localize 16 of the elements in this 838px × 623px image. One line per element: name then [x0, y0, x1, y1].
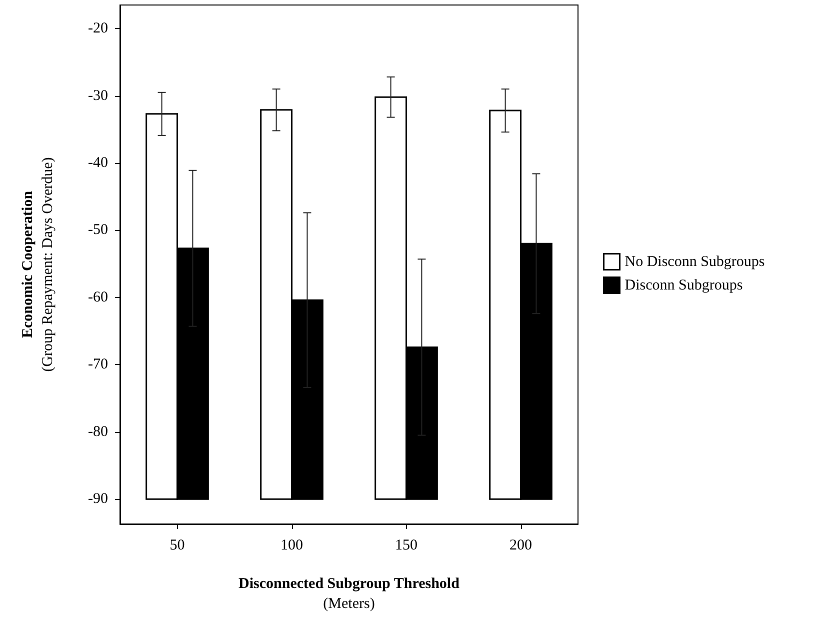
y-tick-label: -60 [88, 289, 108, 306]
legend-label: No Disconn Subgroups [624, 254, 765, 270]
legend-label: Disconn Subgroups [624, 277, 743, 294]
y-tick-label: -80 [88, 424, 108, 440]
y-tick-label: -30 [88, 88, 108, 104]
y-tick-label: -20 [88, 20, 108, 37]
x-tick-label: 100 [280, 538, 303, 554]
x-tick-label: 200 [510, 538, 532, 554]
y-tick-label: -70 [88, 356, 108, 373]
y-tick-label: -40 [88, 154, 108, 171]
y-tick-label: -50 [88, 222, 108, 238]
x-tick-label: 150 [395, 538, 418, 554]
x-axis-title: Disconnected Subgroup Threshold (Meters) [238, 576, 460, 612]
y-tick-label: -90 [88, 491, 108, 508]
y-axis-title: Economic Cooperation (Group Repayment: Days Overdue) [20, 157, 56, 372]
x-tick-label: 50 [170, 538, 185, 554]
